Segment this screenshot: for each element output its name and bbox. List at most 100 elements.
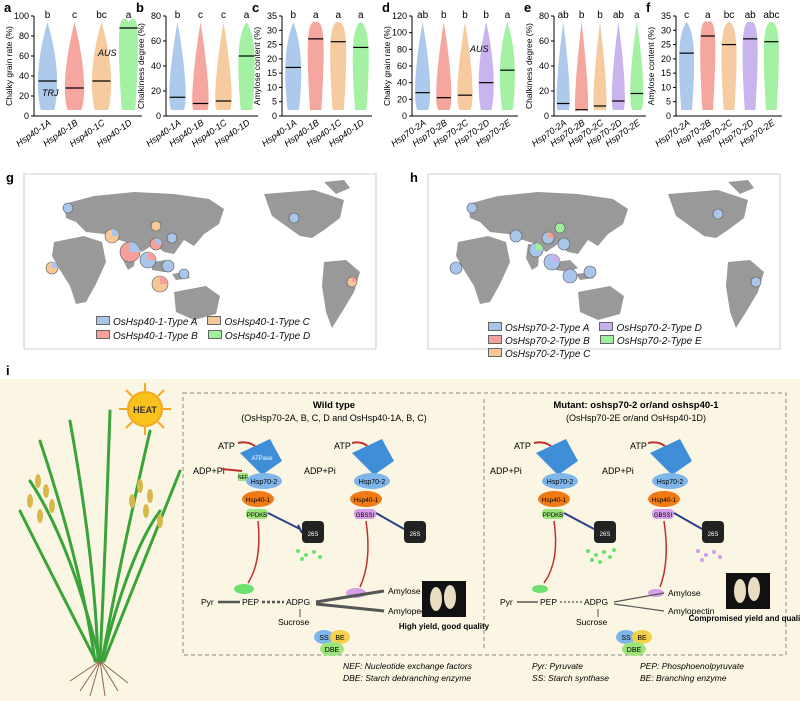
panel-label-e: e (524, 0, 531, 15)
y-axis-label: Chalkiness degree (%) (136, 23, 146, 109)
significance-label: b (45, 10, 51, 21)
y-tick-label: 60 (151, 36, 161, 46)
significance-label: a (126, 10, 132, 21)
violin-Hsp40-1B (64, 22, 85, 110)
wt-dbe: DBE (325, 647, 340, 654)
mut2-gbssi-label: GBSSI (654, 513, 673, 519)
wt-nef-label: NEF (238, 475, 248, 481)
wt-outcome: High yield, good quality (399, 622, 490, 631)
y-tick-label: 25 (661, 40, 671, 50)
y-tick-label: 120 (392, 11, 407, 21)
mut-amylose: Amylose (668, 588, 701, 598)
wt2-hsp40-label: Hsp40-1 (354, 497, 379, 504)
significance-label: abc (763, 10, 779, 21)
wt2-hsp70-label: Hsp70-2 (359, 479, 386, 486)
wt2-proteasome-label: 26S (410, 532, 421, 538)
legend-h-label-b: OsHsp70-2-Type B (505, 336, 590, 347)
violin-Hsp40-1B (307, 21, 324, 110)
panel-label-c: c (252, 0, 259, 15)
y-tick-label: 0 (156, 111, 161, 121)
panel-label-f: f (646, 0, 651, 15)
mechanism-box (182, 392, 787, 656)
violin-Hsp70-2D (742, 21, 758, 110)
legend-h-item-b: OsHsp70-2-Type B (488, 335, 590, 347)
y-tick-label: 20 (661, 54, 671, 64)
significance-label: b (441, 10, 447, 21)
wt-adp-label: ADP+Pi (193, 466, 225, 476)
y-tick-label: 10 (661, 82, 671, 92)
mutant-title: Mutant: oshsp70-2 or/and oshsp40-1 (553, 400, 719, 411)
wt-atp-label: ATP (218, 441, 235, 451)
wt-proteasome-label: 26S (308, 532, 319, 538)
y-tick-label: 20 (267, 54, 277, 64)
violin-Hsp70-2A (556, 22, 570, 111)
significance-label: b (579, 10, 585, 21)
legend-g-label-c: OsHsp40-1-Type C (224, 317, 310, 328)
map-pies-g (45, 202, 358, 293)
significance-label: ab (745, 10, 757, 21)
y-tick-label: 20 (151, 86, 161, 96)
panel-label-g: g (6, 170, 14, 185)
legend-g-item-d: OsHsp40-1-Type D (207, 330, 310, 342)
y-tick-label: 40 (151, 61, 161, 71)
mut2-adp-label: ADP+Pi (602, 466, 634, 476)
violin-Hsp40-1A (169, 22, 186, 110)
footnote: NEF: Nucleotide exchange factors DBE: St… (343, 661, 744, 683)
violin-Hsp40-1D (118, 18, 139, 110)
wt2-adp-label: ADP+Pi (304, 466, 336, 476)
panel-label-h: h (410, 170, 418, 185)
mut-pyr: Pyr (500, 597, 513, 607)
world-map-h (427, 173, 781, 350)
mut-adp-label: ADP+Pi (490, 466, 522, 476)
significance-label: a (358, 10, 364, 21)
violin-Hsp40-1C (91, 22, 112, 110)
legend-h-item-a: OsHsp70-2-Type A (488, 322, 589, 334)
mut-complex-ppdkb: ATP ADP+Pi Hsp70-2 Hsp40-1 PPDKB 26S (490, 439, 616, 593)
significance-label: bc (96, 10, 107, 21)
fn-dbe: DBE: Starch debranching enzyme (343, 673, 471, 683)
y-tick-label: 100 (392, 28, 407, 38)
panel-label-i: i (6, 363, 10, 378)
y-tick-label: 60 (397, 61, 407, 71)
mut-pep: PEP (540, 597, 557, 607)
mut-dbe: DBE (627, 647, 642, 654)
y-tick-label: 60 (539, 36, 549, 46)
map-pies-h (449, 202, 762, 288)
violin-Hsp70-2A (415, 22, 431, 110)
mut-proteasome-label: 26S (600, 532, 611, 538)
significance-label: ab (558, 10, 570, 21)
y-tick-label: 20 (539, 86, 549, 96)
significance-label: a (634, 10, 640, 21)
y-tick-label: 40 (19, 71, 29, 81)
legend-h-item-d: OsHsp70-2-Type D (599, 322, 702, 334)
y-axis-label: Chalky grain rate (%) (4, 26, 14, 106)
violin-Hsp70-2D (611, 22, 625, 111)
mut2-proteasome-label: 26S (708, 532, 719, 538)
significance-label: b (462, 10, 468, 21)
y-tick-label: 100 (14, 11, 29, 21)
wt2-gbssi-label: GBSSI (356, 513, 375, 519)
y-tick-label: 20 (19, 91, 29, 101)
y-axis-label: Chalkiness degree (%) (524, 23, 534, 109)
wt-be: BE (335, 635, 345, 642)
y-tick-label: 20 (397, 94, 407, 104)
violin-Hsp70-2B (436, 22, 452, 110)
rice-plant-illustration (18, 409, 182, 697)
significance-label: c (221, 10, 226, 21)
significance-label: a (335, 10, 341, 21)
y-tick-label: 35 (267, 11, 277, 21)
violin-Hsp70-2E (630, 22, 644, 110)
y-tick-label: 15 (267, 68, 277, 78)
violin-Hsp40-1A (285, 22, 302, 110)
mut-ss: SS (621, 635, 631, 642)
wt-subtitle: (OsHsp70-2A, B, C, D and OsHsp40-1A, B, … (241, 413, 427, 423)
significance-label: a (313, 10, 319, 21)
mut-outcome-line: Compromised yield and quality (689, 614, 800, 623)
wt-hsp70-label: Hsp70-2 (251, 479, 278, 486)
y-tick-label: 0 (666, 111, 671, 121)
map-panels: g h (6, 170, 781, 350)
violin-Hsp70-2C (593, 22, 607, 111)
